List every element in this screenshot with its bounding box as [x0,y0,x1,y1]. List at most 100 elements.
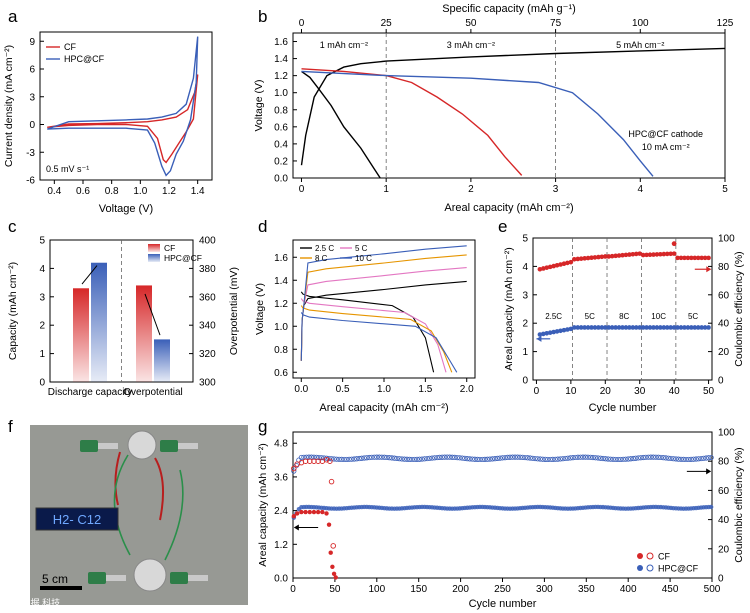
chart-a-ytick-label-3: 3 [29,92,35,103]
chart-e-ce-point [558,262,563,267]
chart-e-capacity-point [592,325,598,330]
chart-d-ytick-label-2: 1.0 [274,322,288,333]
chart-g-hpc-ce-point [678,456,684,462]
chart-g-hpc-ce-point [560,456,566,462]
chart-e-capacity-point [602,325,608,330]
chart-e-ce-point [565,260,570,266]
chart-c-category-0: Discharge capacity [48,387,132,398]
chart-g-hpc-ce-point [525,455,531,461]
chart-e-ce-point [585,255,591,261]
chart-e-ytick-label-4: 4 [522,262,528,273]
chart-g-legend-filled-1 [637,565,643,571]
chart-g-hpc-ce-point [384,454,390,461]
chart-g-hpc-ce-point [376,454,382,460]
chart-g-cf-capacity-point [307,509,312,515]
chart-a-xtick-label-1: 0.6 [76,186,90,197]
chart-b-ytick-label-3: 0.6 [274,122,288,133]
chart-g-xtick-label-2: 100 [368,584,385,595]
chart-g-hpc-ce-point [311,454,317,460]
chart-e-ce-point [682,255,687,261]
chart-e-ce-point [695,255,701,261]
chart-e-ytick-label-1: 1 [522,347,528,358]
chart-g-hpc-ce-point [562,455,568,462]
chart-d-legend-label-0: 2.5 C [315,244,334,253]
chart-g-hpc-ce-point [630,455,636,462]
chart-g-hpc-ce-point [555,456,561,462]
chart-g-hpc-ce-point [391,455,397,461]
chart-e-ce-point [640,252,646,258]
chart-g-hpc-ce-point [535,456,541,462]
chart-e-xtick-label-1: 10 [565,386,577,397]
chart-b-ytick-label-4: 0.8 [274,105,288,116]
chart-g-hpc-ce-point [550,456,556,463]
chart-e-ce-point [554,262,560,268]
chart-g-hpc-ce-point [351,456,357,462]
chart-a-xtick-label-0: 0.4 [47,186,61,197]
chart-g-hpc-ce-point [557,456,563,462]
chart-g-hpc-ce-point [464,456,470,462]
chart-e-capacity-point [664,325,670,330]
chart-g-xtick-label-9: 450 [662,584,679,595]
chart-g-right-ytick-label-3: 60 [718,486,730,497]
chart-g-hpc-ce-point [333,456,340,462]
chart-e-ce-point [551,263,556,269]
chart-g-hpc-ce-point [660,455,666,461]
chart-e-capacity-point [630,325,636,330]
chart-g-hpc-ce-point [336,456,342,462]
chart-d-xtick-label-2: 1.0 [377,384,391,395]
chart-g-hpc-ce-point [497,455,503,461]
chart-g-hpc-ce-point [643,454,649,460]
chart-g-hpc-ce-point [620,456,626,462]
chart-c-right-ytick-label-1: 320 [199,349,216,360]
chart-a-xtick-label-3: 1.0 [133,186,147,197]
chart-d-ytick-label-5: 1.6 [274,253,288,264]
chart-d-xlabel: Areal capacity (mAh cm⁻²) [319,402,448,414]
chart-e-ce-point [616,253,622,258]
chart-g-hpc-ce-point [572,454,579,461]
chart-g-hpc-ce-point [504,454,511,461]
photo-metal-tube-2 [106,575,126,581]
chart-e-capacity-point [572,325,577,330]
chart-d-legend-label-3: 10 C [355,254,372,263]
chart-e-ytick-label-3: 3 [522,290,528,301]
chart-e-ce-point [568,259,574,265]
chart-g-hpc-ce-point [570,455,576,461]
chart-e-ce-point [575,256,581,262]
photo-green-fitting-2 [88,572,106,584]
chart-e-capacity-point [558,328,563,334]
chart-e-rate-label-0: 2.5C [545,312,562,321]
chart-e-xtick-label-5: 50 [703,386,715,397]
chart-b-region-label-1: 3 mAh cm⁻² [447,40,495,50]
chart-g-hpc-ce-point [482,456,488,462]
chart-g-hpc-ce-point [585,454,591,460]
chart-g-right-ytick-label-0: 0 [718,574,724,585]
panel-label-e: e [498,217,507,236]
chart-e-capacity-point [561,327,567,333]
chart-g-cf-ce-point [291,465,297,472]
chart-e-capacity-point [547,330,553,335]
chart-e-right-ytick-label-1: 20 [718,347,730,358]
chart-g-hpc-ce-point [416,456,423,462]
chart-g-hpc-ce-point [507,454,513,460]
chart-g-hpc-ce-point [613,456,619,463]
chart-g-hpc-ce-point [404,456,410,462]
photo-cell-top [127,430,157,460]
chart-e-ytick-label-0: 0 [522,376,528,387]
chart-e-ce-point [547,264,553,270]
photo-scale-bar [40,586,82,590]
chart-a-frame [39,31,213,181]
chart-e-ce-point [589,255,594,261]
chart-g-cf-capacity-point [333,575,338,580]
chart-g-hpc-ce-point [663,455,669,461]
chart-e-frame [532,237,713,381]
chart-e-ytick-label-5: 5 [522,234,528,245]
chart-a-ytick-label-1: -3 [26,148,35,159]
chart-g-hpc-ce-point [537,456,543,462]
chart-g-hpc-ce-point [688,456,694,462]
chart-b-xtick-label-5: 5 [722,184,728,195]
chart-e-ce-point [633,251,639,257]
chart-e-capacity-point [537,332,543,337]
chart-g-hpc-ce-point [429,455,435,461]
chart-g-hpc-ce-point [494,455,501,461]
chart-e-ce-point [544,265,550,270]
